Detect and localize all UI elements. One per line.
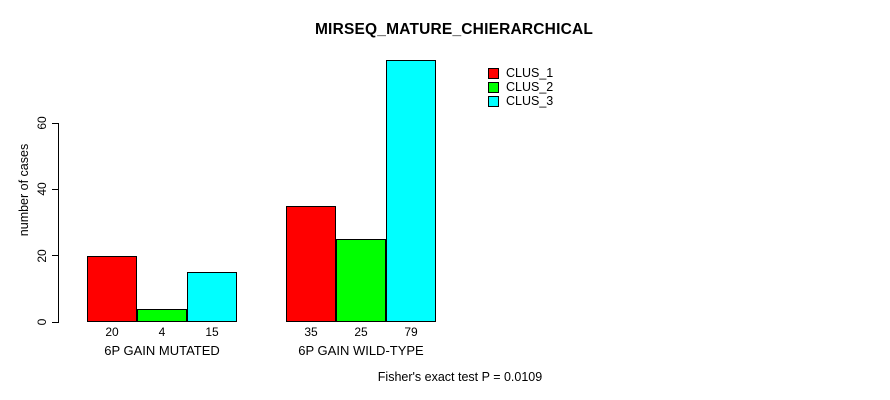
legend-label: CLUS_3 bbox=[506, 94, 554, 108]
legend-label: CLUS_2 bbox=[506, 80, 554, 94]
x-axis-category-label: 6P GAIN WILD-TYPE bbox=[298, 343, 424, 358]
legend-swatch-clus_2 bbox=[488, 82, 499, 93]
bar-value-label: 35 bbox=[304, 325, 318, 339]
bar-clus_3-group1 bbox=[187, 272, 237, 322]
bar-clus_1-group1 bbox=[87, 255, 137, 322]
y-axis-label: number of cases bbox=[17, 143, 31, 237]
bar-value-label: 25 bbox=[354, 325, 368, 339]
y-tick-label: 0 bbox=[35, 318, 49, 326]
bar-clus_2-group2 bbox=[336, 239, 386, 322]
legend-swatch-clus_1 bbox=[488, 68, 499, 79]
y-tick-label: 20 bbox=[35, 248, 49, 263]
bar-value-label: 15 bbox=[205, 325, 219, 339]
y-tick-label: 60 bbox=[35, 116, 49, 130]
y-tick-mark bbox=[52, 255, 58, 257]
y-tick-mark bbox=[52, 321, 58, 323]
y-tick-mark bbox=[52, 122, 58, 124]
bar-clus_1-group2 bbox=[286, 205, 336, 322]
y-tick-label: 40 bbox=[35, 182, 49, 197]
bar-value-label: 79 bbox=[404, 325, 418, 339]
fisher-test-annotation: Fisher's exact test P = 0.0109 bbox=[377, 370, 543, 384]
y-axis-line bbox=[58, 123, 59, 323]
chart-title: MIRSEQ_MATURE_CHIERARCHICAL bbox=[314, 21, 594, 38]
x-axis-category-label: 6P GAIN MUTATED bbox=[104, 343, 220, 358]
bar-clus_3-group2 bbox=[386, 59, 436, 322]
bar-value-label: 4 bbox=[158, 325, 166, 339]
bar-value-label: 20 bbox=[105, 325, 119, 339]
y-tick-mark bbox=[52, 188, 58, 190]
legend-swatch-clus_3 bbox=[488, 96, 499, 107]
bar-clus_2-group1 bbox=[137, 308, 187, 322]
legend-label: CLUS_1 bbox=[506, 66, 554, 80]
